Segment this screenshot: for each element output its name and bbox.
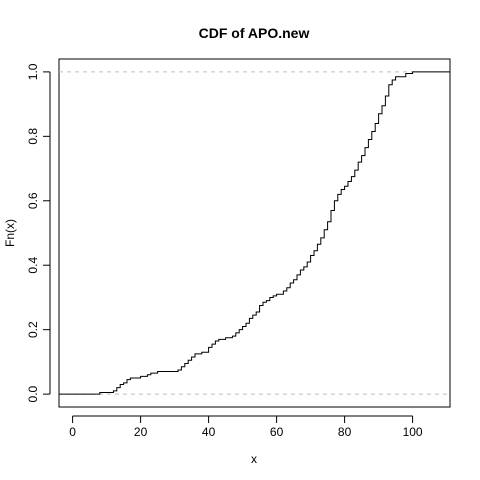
plot-frame (59, 59, 450, 407)
x-axis: 0 20 40 60 80 100 (69, 416, 423, 439)
y-tick-label: 1.0 (26, 63, 40, 80)
y-tick-label: 0.2 (26, 321, 40, 338)
x-tick-label: 20 (134, 425, 148, 439)
x-tick-label: 80 (338, 425, 352, 439)
y-tick-label: 0.6 (26, 192, 40, 209)
chart-title: CDF of APO.new (199, 25, 310, 41)
y-tick-label: 0.8 (26, 128, 40, 145)
y-axis-label: Fn(x) (3, 219, 17, 247)
x-tick-label: 40 (202, 425, 216, 439)
x-tick-label: 100 (403, 425, 423, 439)
ecdf-step-line (59, 72, 450, 394)
y-tick-label: 0.0 (26, 385, 40, 402)
x-axis-label: x (251, 452, 257, 466)
y-tick-label: 0.4 (26, 257, 40, 274)
x-tick-label: 60 (270, 425, 284, 439)
x-tick-label: 0 (69, 425, 76, 439)
reference-lines (59, 72, 450, 394)
y-axis: 0.0 0.2 0.4 0.6 0.8 1.0 (26, 63, 50, 402)
